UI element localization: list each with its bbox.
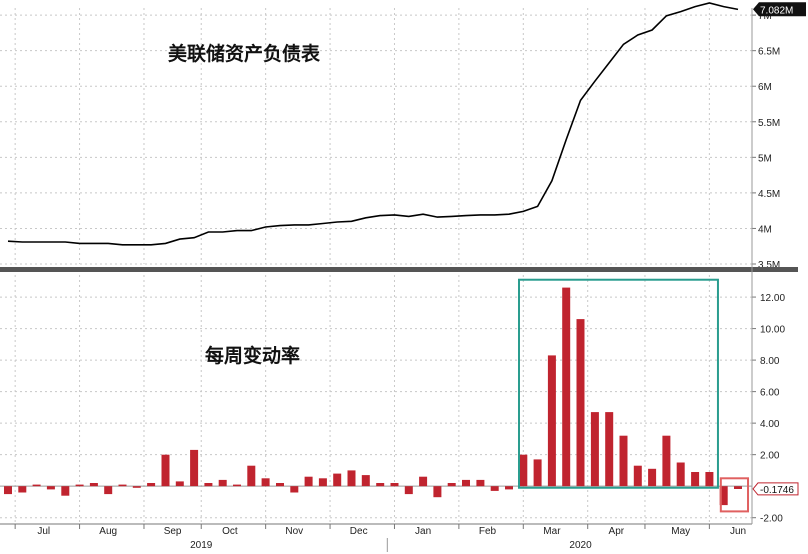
x-month-label: Sep — [164, 526, 182, 537]
weekly-change-bar — [75, 484, 84, 487]
weekly-change-bar — [533, 459, 542, 487]
weekly-change-bar — [734, 486, 742, 489]
weekly-change-bar — [104, 486, 113, 495]
weekly-change-bar — [18, 486, 27, 493]
panel-divider — [0, 267, 798, 272]
weekly-change-bar — [32, 484, 41, 487]
weekly-change-bar — [419, 476, 428, 487]
weekly-change-bar — [175, 481, 184, 487]
weekly-change-bar — [619, 435, 628, 487]
bottom-y-tick-label: 4.00 — [760, 419, 780, 430]
top-y-tick-label: 4M — [758, 224, 772, 235]
x-month-label: Oct — [222, 526, 238, 537]
bottom-y-tick-label: 6.00 — [760, 388, 780, 399]
weekly-change-bar — [333, 473, 342, 487]
weekly-change-bar — [204, 483, 213, 487]
bottom-y-tick-label: 10.00 — [760, 325, 785, 336]
weekly-change-bar — [662, 435, 671, 487]
weekly-change-bar — [433, 486, 442, 498]
x-month-label: Jul — [37, 526, 50, 537]
weekly-change-bar — [476, 479, 485, 487]
balance-sheet-last-value-label: 7.082M — [760, 5, 793, 16]
weekly-change-panel: 12.00 10.00 8.00 6.00 4.00 2.00 -2.00 -0.1746 — [0, 275, 799, 525]
weekly-change-bar — [490, 486, 499, 491]
weekly-change-bar — [390, 483, 399, 487]
weekly-change-bar — [633, 465, 642, 487]
weekly-change-title: 每周变动率 — [205, 344, 300, 367]
weekly-change-bar — [376, 483, 385, 487]
weekly-change-bar — [676, 462, 685, 487]
weekly-change-bar — [547, 355, 556, 487]
weekly-change-last-value-flag — [752, 482, 799, 496]
weekly-change-bar — [705, 472, 714, 487]
bottom-y-tick-label: 12.00 — [760, 293, 785, 304]
weekly-change-bar — [190, 449, 199, 487]
x-month-label: Feb — [479, 526, 497, 537]
weekly-change-bar — [304, 476, 313, 487]
bottom-y-tick-label: 2.00 — [760, 451, 780, 462]
weekly-change-bar — [233, 484, 241, 487]
weekly-change-bar — [590, 412, 599, 487]
weekly-change-bar — [118, 484, 127, 487]
weekly-change-bar — [290, 486, 299, 493]
weekly-change-bar — [562, 287, 571, 487]
weekly-change-bar — [218, 479, 227, 487]
weekly-change-bar — [147, 483, 156, 487]
weekly-change-bar — [462, 479, 470, 487]
weekly-change-bar — [361, 475, 370, 487]
weekly-change-bar — [161, 454, 170, 487]
surge-highlight-box — [518, 278, 719, 489]
balance-sheet-panel: 7M 6.5M 6M 5.5M 5M 4.5M 4M 3.5M 7.082M — [0, 2, 806, 271]
weekly-change-bar — [505, 486, 513, 490]
top-y-tick-label: 6M — [758, 82, 772, 93]
x-month-label: Aug — [99, 526, 117, 537]
weekly-change-bar — [46, 486, 55, 490]
balance-sheet-line — [7, 2, 739, 246]
weekly-change-bar — [519, 454, 528, 487]
balance-sheet-last-value-flag — [753, 2, 806, 17]
top-y-tick-label: 5M — [758, 153, 772, 164]
x-month-label: Mar — [543, 526, 561, 537]
weekly-change-bar — [648, 468, 657, 487]
weekly-change-bar — [247, 465, 256, 487]
weekly-change-bar — [276, 483, 284, 487]
weekly-change-bar — [132, 486, 141, 488]
weekly-change-bar — [261, 478, 270, 487]
top-y-tick-label: 6.5M — [758, 47, 780, 58]
weekly-change-bar — [61, 486, 70, 496]
top-y-tick-label: 3.5M — [758, 260, 780, 271]
weekly-change-bar — [447, 483, 456, 487]
x-month-label: Jun — [730, 526, 746, 537]
top-y-tick-label: 5.5M — [758, 118, 780, 129]
weekly-change-bar — [89, 483, 98, 487]
x-month-label: Dec — [350, 526, 368, 537]
weekly-change-bar — [691, 472, 700, 487]
x-month-label: Apr — [609, 526, 625, 537]
weekly-change-bar — [347, 470, 356, 487]
weekly-change-bar — [318, 478, 327, 487]
x-year-label: 2019 — [190, 540, 213, 551]
weekly-change-bar — [404, 486, 413, 495]
bottom-y-tick-label: -2.00 — [760, 514, 783, 525]
x-year-label: 2020 — [569, 540, 592, 551]
top-y-tick-label: 4.5M — [758, 189, 780, 200]
bottom-y-tick-label: 8.00 — [760, 356, 780, 367]
x-axis: Jul Aug Sep Oct Nov Dec Jan Feb Mar Apr May Jun 2019… — [0, 523, 752, 552]
weekly-change-bar — [719, 486, 728, 506]
x-month-label: May — [671, 526, 690, 537]
weekly-change-bar — [576, 319, 585, 487]
x-month-label: Jan — [415, 526, 431, 537]
weekly-change-last-value-label: -0.1746 — [760, 485, 794, 496]
weekly-change-bar — [4, 486, 12, 495]
weekly-change-bar — [605, 412, 614, 487]
top-y-tick-label: 7M — [758, 11, 772, 22]
latest-week-highlight-box — [719, 477, 750, 513]
x-month-label: Nov — [285, 526, 303, 537]
balance-sheet-title: 美联储资产负债表 — [168, 42, 321, 65]
